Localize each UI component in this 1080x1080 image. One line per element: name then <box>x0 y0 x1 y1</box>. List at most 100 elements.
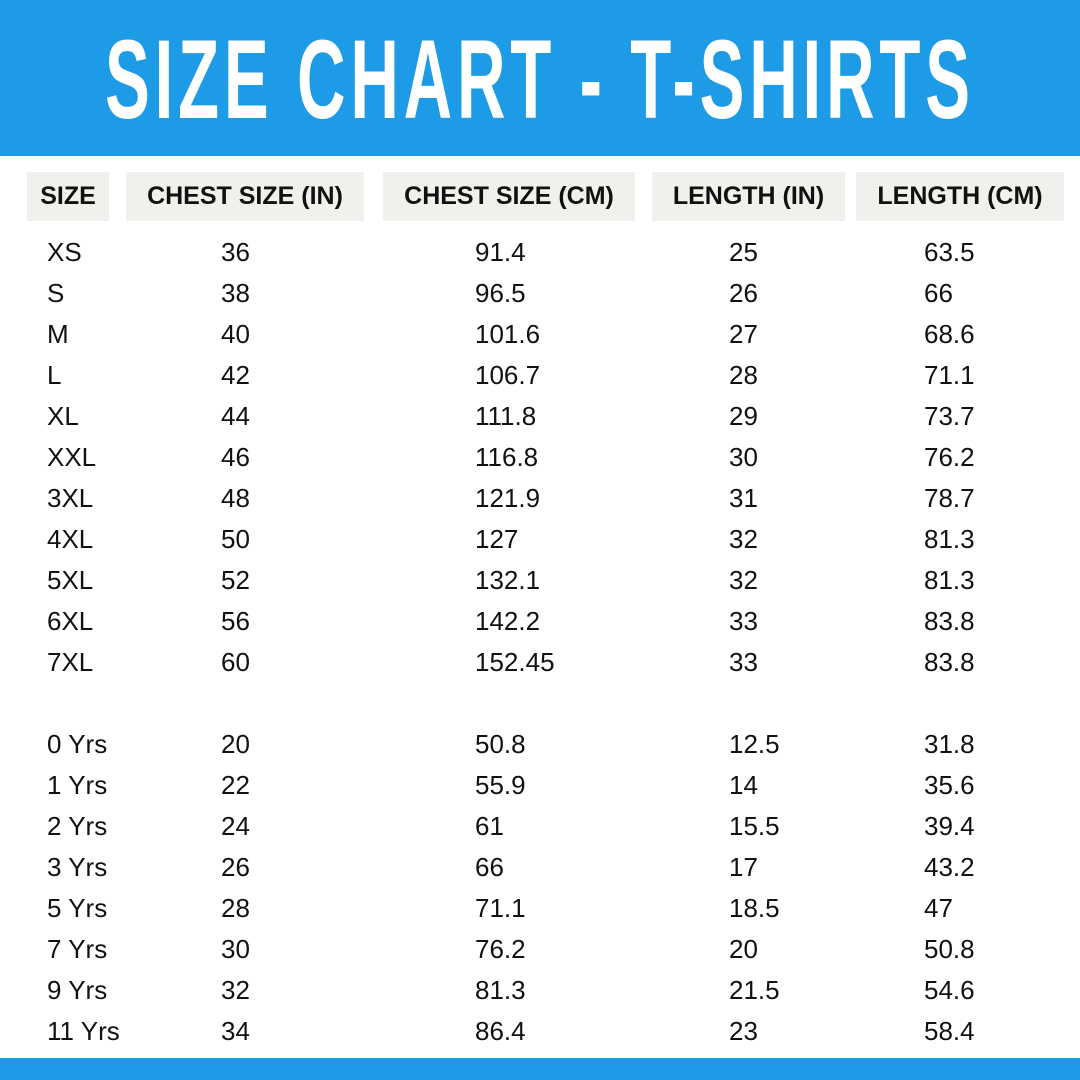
table-cell: 4XL <box>47 524 94 554</box>
table-cell: 32 <box>221 975 250 1005</box>
table-cell: 81.3 <box>924 565 975 595</box>
table-cell: 50 <box>221 524 250 554</box>
table-row: 11 Yrs 34 86.4 23 58.4 <box>0 1011 1080 1052</box>
table-row: 6XL 56 142.2 33 83.8 <box>0 601 1080 642</box>
table-cell: XXL <box>47 442 97 472</box>
table-cell: 20 <box>221 729 250 759</box>
table-cell: 24 <box>221 811 250 841</box>
table-cell: XS <box>47 237 82 267</box>
table-row: 1 Yrs 22 55.9 14 35.6 <box>0 765 1080 806</box>
table-cell: 127 <box>475 524 519 554</box>
table-cell: 32 <box>729 565 758 595</box>
table-cell: 46 <box>221 442 250 472</box>
table-cell: 12.5 <box>729 729 780 759</box>
table-cell: 116.8 <box>475 442 539 472</box>
table-cell: 66 <box>475 852 504 882</box>
table-cell: 33 <box>729 647 758 677</box>
table-cell: XL <box>47 401 79 431</box>
table-cell: 2 Yrs <box>47 811 108 841</box>
table-cell: M <box>47 319 69 349</box>
table-cell: 96.5 <box>475 278 526 308</box>
page-title: SIZE CHART - T-SHIRTS <box>105 17 975 142</box>
table-cell: 7XL <box>47 647 94 677</box>
table-cell: 86.4 <box>475 1016 526 1046</box>
table-row: 7 Yrs 30 76.2 20 50.8 <box>0 929 1080 970</box>
table-cell: 28 <box>729 360 758 390</box>
table-cell: 81.3 <box>924 524 975 554</box>
table-cell: 91.4 <box>475 237 526 267</box>
column-header-size: SIZE <box>27 172 109 221</box>
table-row: 9 Yrs 32 81.3 21.5 54.6 <box>0 970 1080 1011</box>
table-cell: 76.2 <box>924 442 975 472</box>
table-row: 4XL 50 127 32 81.3 <box>0 519 1080 560</box>
table-cell: 30 <box>221 934 250 964</box>
table-cell: 78.7 <box>924 483 975 513</box>
table-cell: 32 <box>729 524 758 554</box>
column-header-chest-in: CHEST SIZE (IN) <box>126 172 364 221</box>
table-row: L 42 106.7 28 71.1 <box>0 355 1080 396</box>
table-cell: 7 Yrs <box>47 934 108 964</box>
table-cell: 56 <box>221 606 250 636</box>
table-cell: 71.1 <box>475 893 526 923</box>
table-row: 3 Yrs 26 66 17 43.2 <box>0 847 1080 888</box>
table-cell: 3XL <box>47 483 94 513</box>
table-cell: 61 <box>475 811 504 841</box>
table-cell: 26 <box>221 852 250 882</box>
table-cell: 20 <box>729 934 758 964</box>
table-cell: 44 <box>221 401 250 431</box>
table-cell: 11 Yrs <box>47 1016 120 1046</box>
table-cell: 68.6 <box>924 319 975 349</box>
table-cell: 28 <box>221 893 250 923</box>
table-cell: 22 <box>221 770 250 800</box>
table-row: 0 Yrs 20 50.8 12.5 31.8 <box>0 724 1080 765</box>
table-cell: 21.5 <box>729 975 780 1005</box>
table-cell: 42 <box>221 360 250 390</box>
table-cell: 81.3 <box>475 975 526 1005</box>
table-cell: 121.9 <box>475 483 541 513</box>
table-cell: 106.7 <box>475 360 541 390</box>
table-cell: 142.2 <box>475 606 541 636</box>
table-row: S 38 96.5 26 66 <box>0 273 1080 314</box>
table-cell: 31 <box>729 483 758 513</box>
table-row: XXL 46 116.8 30 76.2 <box>0 437 1080 478</box>
table-row: M 40 101.6 27 68.6 <box>0 314 1080 355</box>
table-cell: 36 <box>221 237 250 267</box>
table-cell: 83.8 <box>924 606 975 636</box>
table-cell: 31.8 <box>924 729 975 759</box>
table-cell: 58.4 <box>924 1016 975 1046</box>
table-cell: 33 <box>729 606 758 636</box>
table-cell: 63.5 <box>924 237 975 267</box>
table-cell: 3 Yrs <box>47 852 108 882</box>
table-row: 5XL 52 132.1 32 81.3 <box>0 560 1080 601</box>
table-cell: 48 <box>221 483 250 513</box>
table-cell: 6XL <box>47 606 94 636</box>
table-cell: 40 <box>221 319 250 349</box>
table-row: 3XL 48 121.9 31 78.7 <box>0 478 1080 519</box>
table-row: 2 Yrs 24 61 15.5 39.4 <box>0 806 1080 847</box>
table-cell: 152.45 <box>475 647 555 677</box>
table-cell: 25 <box>729 237 758 267</box>
table-cell: 38 <box>221 278 250 308</box>
table-cell: 27 <box>729 319 758 349</box>
table-cell: 52 <box>221 565 250 595</box>
table-cell: 71.1 <box>924 360 975 390</box>
table-cell: 26 <box>729 278 758 308</box>
column-header-length-in: LENGTH (IN) <box>652 172 845 221</box>
title-banner: SIZE CHART - T-SHIRTS <box>0 0 1080 156</box>
table-cell: 1 Yrs <box>47 770 108 800</box>
table-row: XS 36 91.4 25 63.5 <box>0 232 1080 273</box>
table-cell: 47 <box>924 893 953 923</box>
table-cell: 29 <box>729 401 758 431</box>
table-cell: 15.5 <box>729 811 780 841</box>
table-cell: 23 <box>729 1016 758 1046</box>
table-row: 5 Yrs 28 71.1 18.5 47 <box>0 888 1080 929</box>
table-cell: 14 <box>729 770 758 800</box>
footer-bar <box>0 1058 1080 1080</box>
table-cell: 18.5 <box>729 893 780 923</box>
table-row: 7XL 60 152.45 33 83.8 <box>0 642 1080 683</box>
table-cell: 55.9 <box>475 770 526 800</box>
table-row: XL 44 111.8 29 73.7 <box>0 396 1080 437</box>
table-cell: 60 <box>221 647 250 677</box>
table-cell: 73.7 <box>924 401 975 431</box>
table-cell: 101.6 <box>475 319 541 349</box>
